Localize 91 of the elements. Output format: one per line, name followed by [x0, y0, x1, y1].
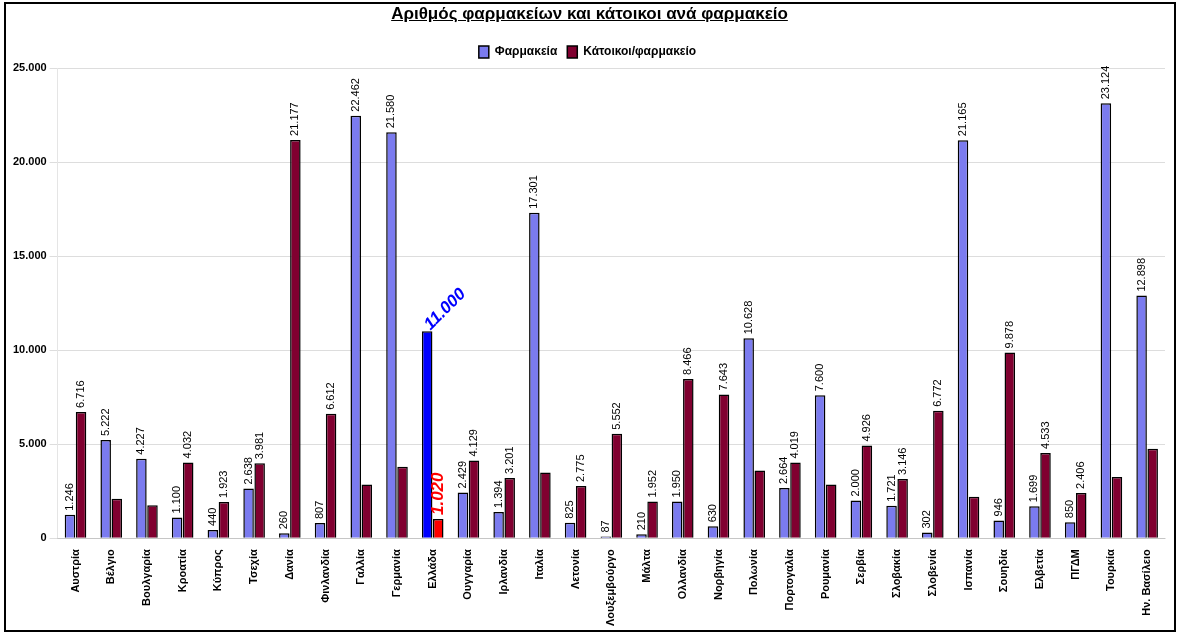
x-tick-label: ΠΓΔΜ [1068, 549, 1081, 580]
data-label: 440 [205, 507, 218, 526]
data-label: 5.222 [98, 408, 111, 436]
data-label: 6.716 [74, 380, 87, 408]
x-tick-label: Μάλτα [640, 548, 653, 583]
x-tick-label: Αυστρία [68, 548, 81, 593]
data-label: 6.772 [931, 379, 944, 407]
data-label: 1.394 [491, 480, 504, 508]
x-tick-label: Βουλγαρία [139, 548, 152, 606]
data-label: 2.775 [574, 454, 587, 483]
y-tick-label: 15.000 [12, 249, 47, 262]
data-label: 5.552 [609, 402, 622, 430]
data-label: 8.466 [681, 347, 694, 375]
x-tick-label: Σλοβενία [925, 548, 938, 597]
data-label: 3.981 [252, 431, 265, 460]
data-label: 1.100 [170, 485, 183, 514]
data-label: 4.032 [181, 430, 194, 459]
data-label: 4.926 [859, 414, 872, 442]
y-tick-label: 10.000 [12, 343, 47, 356]
x-tick-label: Τσεχία [247, 548, 260, 585]
x-tick-label: Ελλάδα [425, 548, 438, 589]
x-tick-label: Νορβηγία [711, 548, 724, 601]
x-tick-label: Βέλγιο [104, 548, 117, 585]
data-label: 1.699 [1027, 474, 1040, 503]
data-label: 17.301 [527, 175, 540, 209]
data-label: 850 [1063, 499, 1076, 519]
x-tick-label: Πολωνία [747, 548, 760, 596]
data-label: 7.600 [813, 363, 826, 392]
data-label: 21.177 [288, 102, 301, 136]
data-label: 260 [277, 510, 290, 530]
x-tick-label: Ουγγαρία [461, 548, 474, 600]
x-tick-label: Κύπρος [211, 548, 225, 592]
data-label: 2.664 [777, 456, 790, 485]
data-label: 87 [598, 520, 611, 533]
data-label: 1.020 [427, 471, 447, 516]
y-tick-label: 25.000 [12, 61, 47, 74]
legend-label: Κάτοικοι/φαρμακείο [583, 44, 697, 59]
data-label: 210 [634, 511, 647, 531]
data-label: 4.227 [134, 427, 147, 455]
data-label: 4.533 [1038, 421, 1051, 449]
data-label: 3.146 [895, 447, 908, 476]
x-tick-label: Λετονία [568, 548, 581, 590]
data-label: 3.201 [502, 446, 515, 475]
data-label: 2.406 [1074, 461, 1087, 489]
data-label: 1.923 [216, 470, 229, 499]
data-label: 1.950 [670, 470, 683, 498]
data-label: 10.628 [741, 300, 754, 335]
x-tick-label: Τουρκία [1104, 548, 1117, 592]
x-tick-label: Σουηδία [997, 548, 1010, 593]
y-tick-label: 0 [40, 531, 47, 544]
chart-title: Αριθμός φαρμακείων και κάτοικοι ανά φαρμακείο [390, 4, 789, 24]
x-tick-label: Σλοβακία [890, 548, 903, 598]
x-tick-label: Ην. Βασίλειο [1140, 548, 1153, 616]
data-label: 2.000 [848, 469, 861, 497]
data-label: 6.612 [324, 382, 337, 410]
x-tick-label: Ιρλανδία [497, 548, 510, 595]
data-label: 4.019 [788, 431, 801, 459]
data-label: 21.165 [956, 102, 969, 137]
data-label: 1.952 [645, 469, 658, 498]
x-tick-label: Σερβία [854, 548, 867, 585]
data-label: 1.721 [884, 474, 897, 502]
x-tick-label: Γαλλία [354, 548, 367, 585]
data-label: 2.638 [241, 457, 254, 485]
y-tick-label: 5.000 [19, 437, 47, 450]
x-tick-label: Ιταλία [532, 548, 545, 580]
x-tick-label: Κροατία [175, 548, 188, 593]
data-label: 12.898 [1134, 257, 1147, 292]
data-label: 7.643 [717, 362, 730, 391]
x-tick-label: Ολλανδία [675, 548, 688, 600]
x-tick-label: Πορτογαλία [782, 548, 795, 611]
data-label: 23.124 [1098, 65, 1111, 100]
data-label: 946 [991, 498, 1004, 517]
data-label: 630 [705, 504, 718, 523]
x-tick-label: Ρουμανία [818, 548, 831, 600]
data-label: 302 [920, 510, 933, 529]
data-label: 807 [313, 500, 326, 520]
data-label: 4.129 [467, 429, 480, 457]
data-label: 21.580 [384, 94, 397, 129]
x-tick-label: Ελβετία [1033, 548, 1046, 590]
x-tick-label: Γερμανία [390, 548, 403, 598]
data-label: 2.429 [455, 461, 468, 489]
x-tick-label: Φινλανδία [318, 548, 331, 603]
x-tick-label: Λουξεμβούργο [604, 548, 618, 627]
legend-label: Φαρμακεία [494, 44, 558, 59]
data-label: 1.246 [63, 483, 75, 511]
data-label: 22.462 [348, 78, 361, 112]
data-label: 9.878 [1002, 320, 1015, 349]
y-tick-label: 20.000 [12, 155, 47, 168]
x-tick-label: Ισπανία [961, 548, 974, 591]
x-tick-label: Δανία [282, 548, 295, 580]
data-label: 825 [563, 500, 576, 519]
